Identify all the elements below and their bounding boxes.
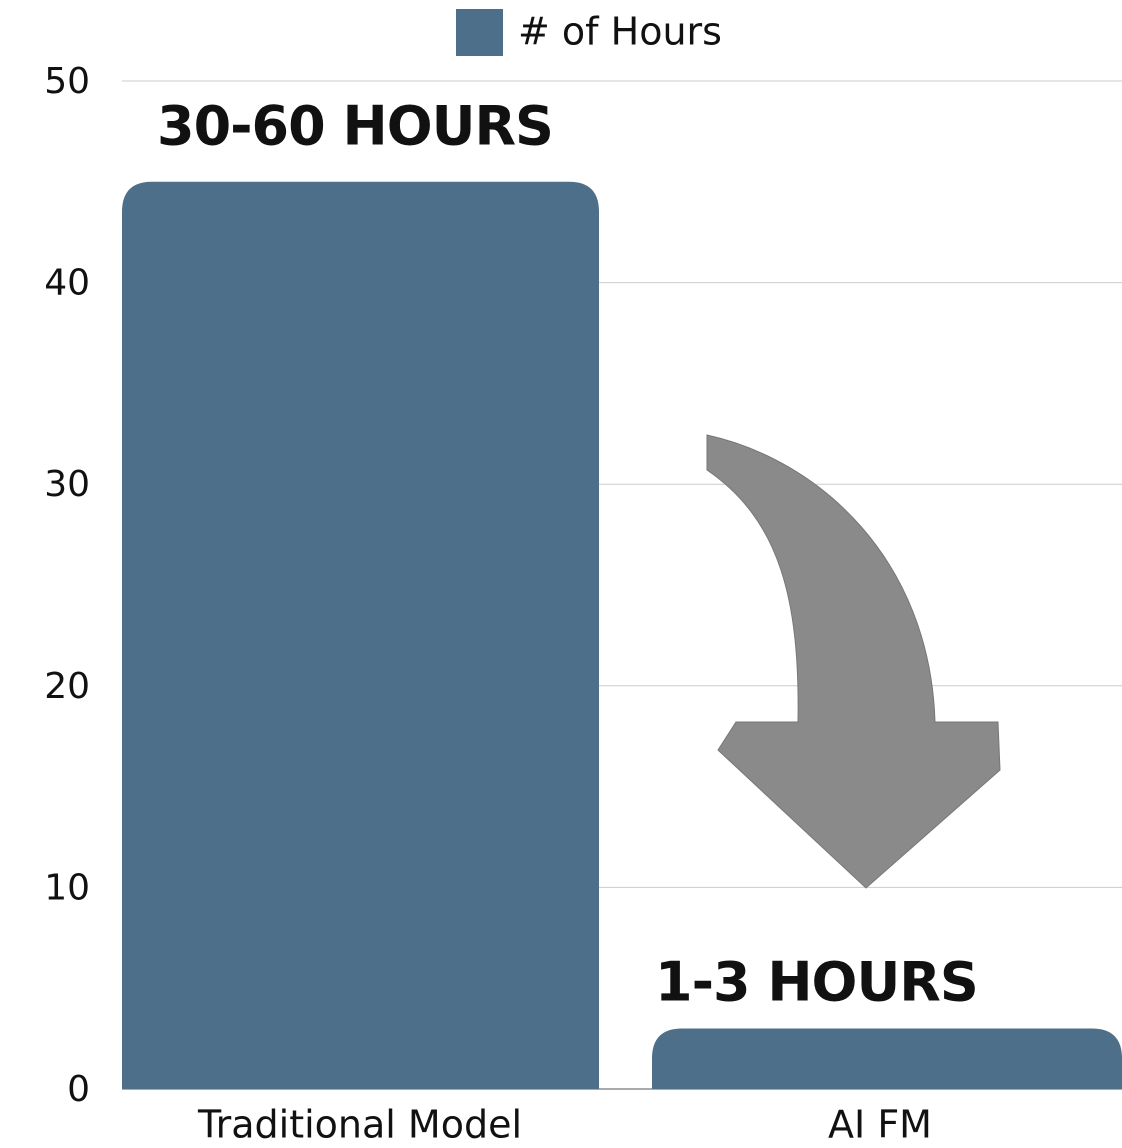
legend-swatch — [456, 9, 503, 56]
annotation: 30-60 HOURS — [157, 95, 553, 158]
bar — [122, 181, 599, 1090]
annotation: 1-3 HOURS — [655, 951, 978, 1014]
y-tick-label: 0 — [67, 1069, 90, 1110]
x-tick-label: Traditional Model — [197, 1103, 522, 1147]
arrow — [706, 434, 1001, 889]
y-tick-label: 40 — [44, 263, 90, 304]
y-tick-label: 10 — [44, 867, 90, 908]
y-tick-label: 50 — [44, 61, 90, 102]
y-tick-label: 30 — [44, 464, 90, 505]
legend-label: # of Hours — [518, 10, 722, 54]
y-tick-label: 20 — [44, 666, 90, 707]
bar — [652, 1028, 1122, 1089]
x-tick-label: AI FM — [828, 1103, 932, 1147]
